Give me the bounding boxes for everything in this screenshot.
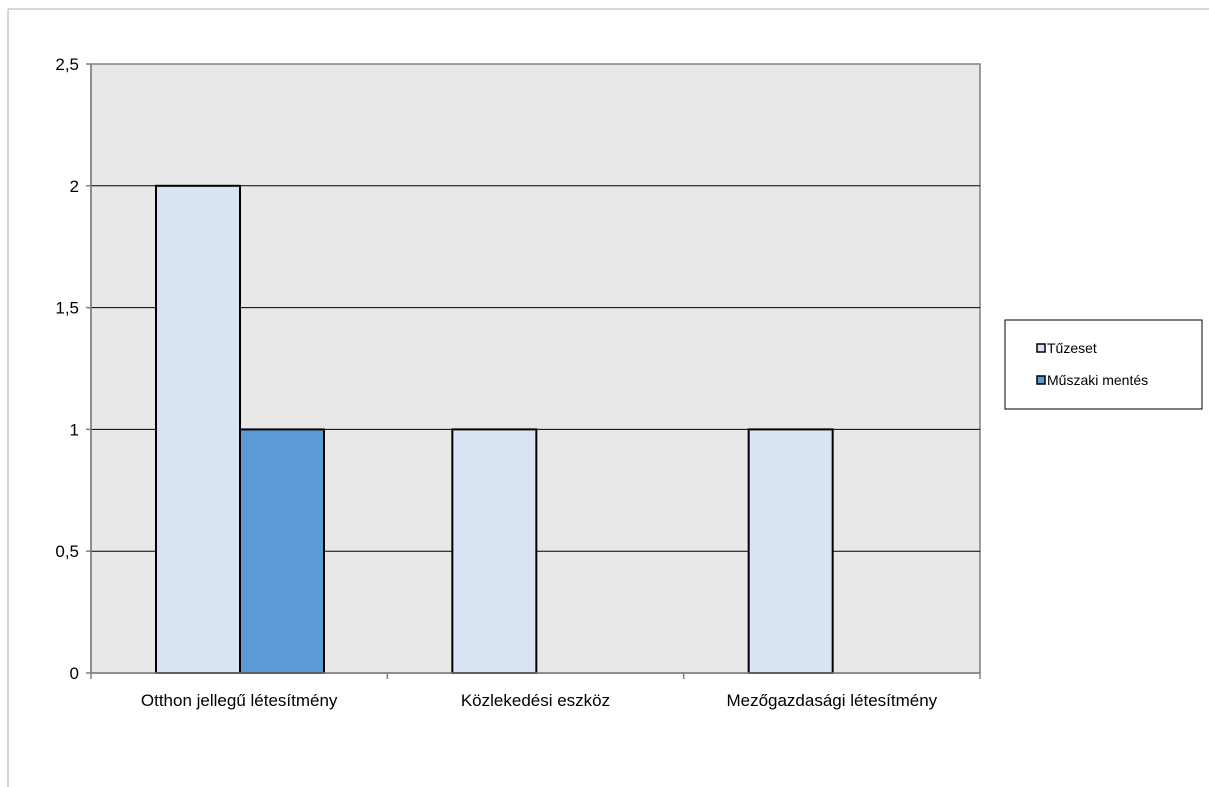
y-axis-tick-labels: 0 0,5 1 1,5 2 2,5 — [55, 55, 79, 683]
legend-box — [1004, 319, 1203, 410]
y-tick-label-3: 1,5 — [55, 299, 79, 318]
legend-label-1: Műszaki mentés — [1047, 372, 1148, 388]
x-category-label-1: Közlekedési eszköz — [461, 691, 610, 710]
legend: Tűzeset Műszaki mentés — [1004, 319, 1203, 410]
axes — [86, 63, 981, 679]
y-tick-label-4: 2 — [70, 177, 79, 196]
bar-series0-cat1 — [451, 428, 538, 674]
bar-series0-cat0 — [155, 184, 241, 675]
y-tick-label-2: 1 — [70, 420, 79, 439]
x-category-label-2: Mezőgazdasági létesítmény — [726, 691, 937, 710]
legend-swatch-1 — [1036, 375, 1046, 385]
bar-series1-cat0 — [239, 428, 325, 674]
legend-swatch-0 — [1036, 343, 1046, 353]
y-tick-label-0: 0 — [70, 664, 79, 683]
legend-label-0: Tűzeset — [1047, 340, 1097, 356]
bars — [155, 184, 834, 675]
x-category-label-0: Otthon jellegű létesítmény — [141, 691, 338, 710]
y-tick-label-1: 0,5 — [55, 542, 79, 561]
plot-area: 0 0,5 1 1,5 2 2,5 Otthon jellegű létesítmény K… — [55, 55, 981, 710]
bar-series0-cat2 — [747, 428, 834, 674]
x-axis-category-labels: Otthon jellegű létesítmény Közlekedési es… — [141, 691, 938, 710]
y-tick-label-5: 2,5 — [55, 55, 79, 74]
